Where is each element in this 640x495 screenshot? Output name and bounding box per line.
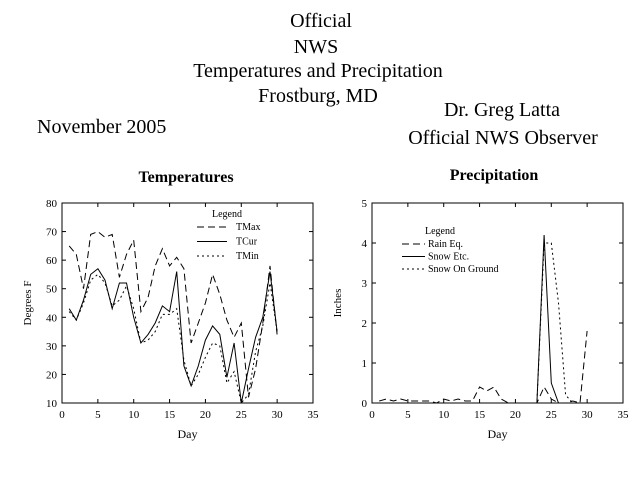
c1-series-line-tcur [68,267,278,404]
c2-y-tick-label-5: 5 [362,198,368,210]
c2-legend-label-2: Snow On Ground [428,264,499,275]
c1-legend-label-1: TCur [236,237,258,248]
c1-y-tick-label-1: 20 [46,369,58,381]
c2-x-tick-label-3: 15 [474,409,486,421]
c2-legend-label-0: Rain Eq. [428,239,463,250]
c1-y-tick-label-4: 50 [46,284,58,296]
c1-series-line-tmin [68,273,278,405]
c1-y-tick-label-2: 30 [46,341,58,353]
c1-series-line-tmax [68,231,278,398]
c2-y-tick-label-0: 0 [362,398,368,410]
c1-x-tick-label-4: 20 [200,409,212,421]
c1-x-tick-label-7: 35 [308,409,320,421]
c1-plot-frame [61,202,314,404]
page-title-line-1: Official [290,10,352,32]
c1-x-tick-label-1: 5 [95,409,101,421]
c1-x-tick-label-0: 0 [59,409,65,421]
c1-y-tick-label-5: 60 [46,255,58,267]
c1-y-axis-label: Degrees F [22,281,34,326]
c1-x-tick-label-6: 30 [272,409,284,421]
c2-legend-title: Legend [425,226,455,237]
c2-y-axis-label: Inches [332,289,344,318]
c2-y-tick-label-3: 3 [362,278,368,290]
c2-series-line-rain-eq- [379,330,588,404]
c2-x-tick-label-6: 30 [582,409,594,421]
c2-y-tick-label-4: 4 [362,238,368,250]
c2-x-axis-label: Day [488,427,508,441]
c2-plot-frame [371,202,624,404]
c1-legend-label-2: TMin [236,251,259,262]
page-title-line-2: NWS [293,36,339,58]
c2-x-tick-label-0: 0 [369,409,375,421]
c2-x-tick-label-5: 25 [546,409,558,421]
observer-role: Official NWS Observer [408,127,598,149]
c2-y-tick-label-2: 2 [362,318,368,330]
c2-x-tick-label-2: 10 [438,409,450,421]
page-title-line-4: Frostburg, MD [258,85,378,107]
c1-legend-title: Legend [212,209,242,220]
c2-x-tick-label-4: 20 [510,409,522,421]
c2-title: Precipitation [450,167,539,184]
c1-x-axis-label: Day [178,427,198,441]
page-title-line-3: Temperatures and Precipitation [193,60,443,82]
c1-x-tick-label-2: 10 [128,409,140,421]
c1-x-tick-label-5: 25 [236,409,248,421]
c1-title: Temperatures [138,169,233,186]
c2-x-tick-label-1: 5 [405,409,411,421]
c1-y-tick-label-0: 10 [46,398,58,410]
observer-name: Dr. Greg Latta [443,99,561,121]
c2-x-tick-label-7: 35 [618,409,630,421]
c1-y-tick-label-6: 70 [46,227,58,239]
c1-legend-label-0: TMax [236,222,260,233]
c2-series-line-snow-etc- [379,234,588,404]
report-period: November 2005 [37,116,167,138]
c2-series-line-snow-on-ground [379,242,588,404]
c1-y-tick-label-3: 40 [46,312,58,324]
c2-y-tick-label-1: 1 [362,358,368,370]
c1-y-tick-label-7: 80 [46,198,58,210]
c1-x-tick-label-3: 15 [164,409,176,421]
c2-legend-label-1: Snow Etc. [428,252,469,263]
